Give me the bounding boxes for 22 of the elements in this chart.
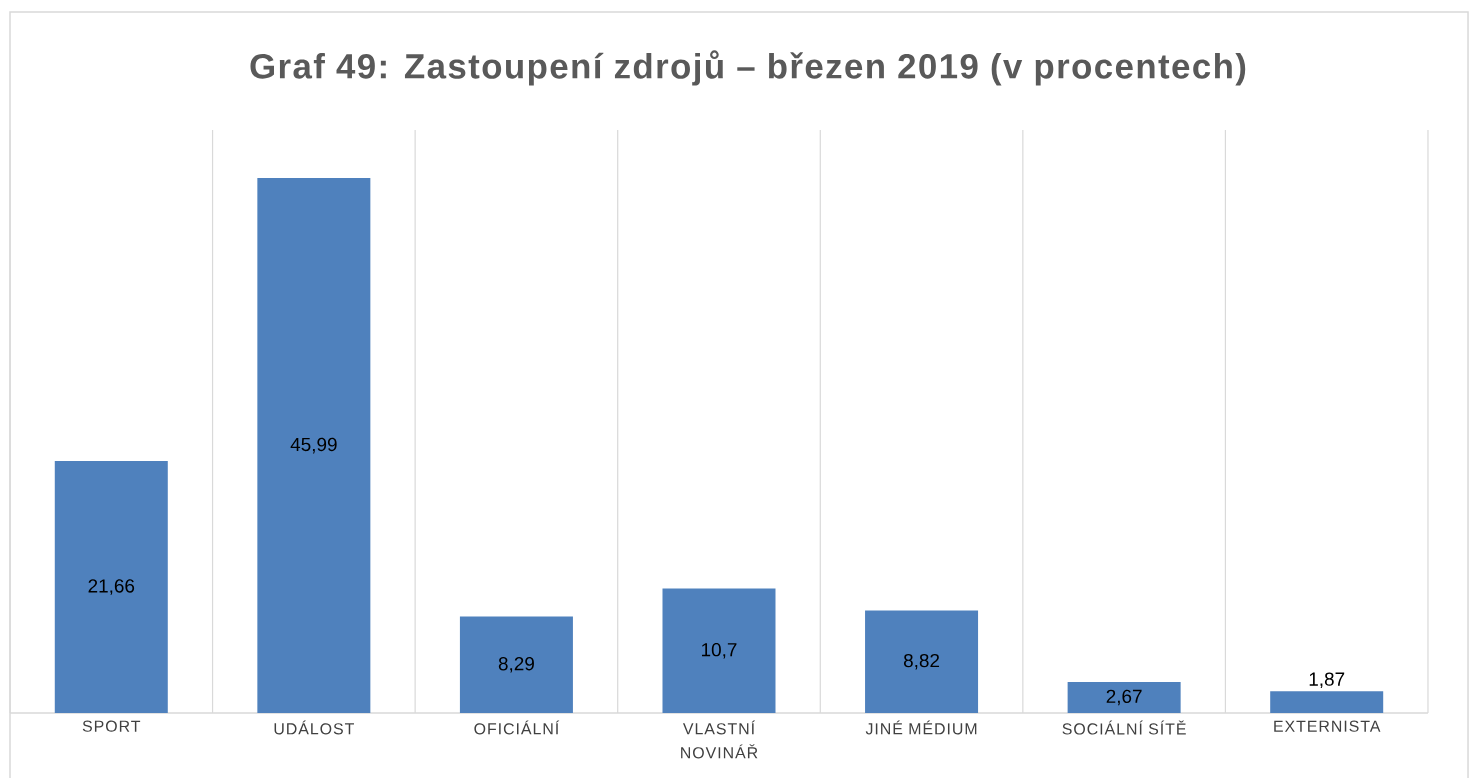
x-tick-label: SPORT — [82, 720, 141, 732]
x-tick-label: JINÉ MÉDIUM — [865, 720, 977, 735]
bar — [54, 461, 168, 713]
x-tick-label: SOCIÁLNÍ SÍTĚ — [1062, 720, 1186, 735]
data-label: 45,99 — [290, 437, 337, 454]
data-label: 2,67 — [1106, 689, 1142, 706]
x-tick-label: OFICIÁLNÍ — [474, 720, 560, 735]
bar — [662, 588, 776, 713]
x-tick-label: VLASTNÍ NOVINÁŘ — [681, 720, 758, 759]
bar — [865, 610, 979, 713]
data-label: 8,29 — [498, 656, 534, 673]
bar — [459, 616, 573, 713]
data-label: 10,7 — [702, 642, 737, 659]
bar — [1067, 681, 1181, 713]
bar — [257, 178, 371, 713]
x-tick-label: UDÁLOST — [274, 720, 354, 735]
data-label: 1,87 — [1309, 672, 1345, 689]
bar — [1270, 691, 1384, 713]
data-label: 21,66 — [88, 579, 135, 595]
x-tick-label: EXTERNISTA — [1274, 720, 1381, 732]
data-label: 8,82 — [903, 653, 940, 670]
chart-title: Graf 49: Zastoupení zdrojů – březen 2019 (v procentech) — [250, 50, 1246, 86]
